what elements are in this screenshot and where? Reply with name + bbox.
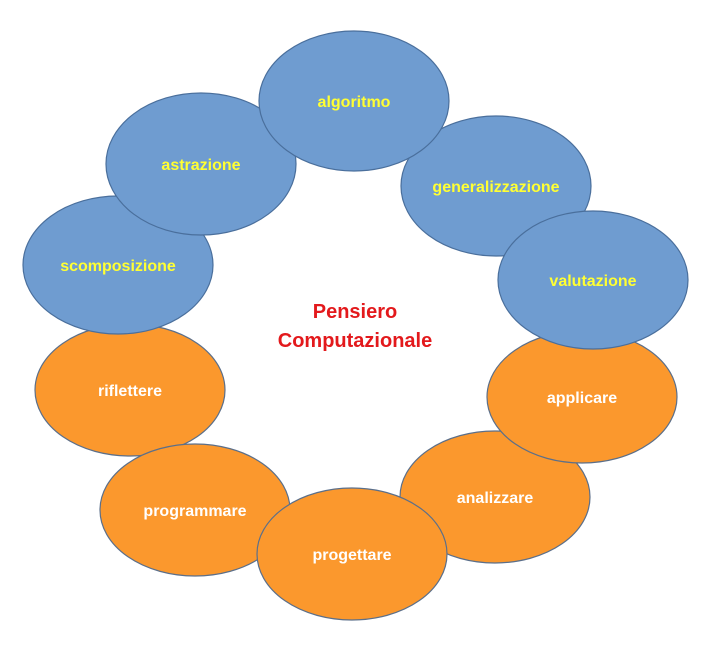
node-generalize-label: generalizzazione — [432, 179, 559, 196]
node-algorithm: algoritmo — [258, 30, 450, 172]
nodes-layer: riflettere programmare analizzare progettar… — [22, 30, 689, 621]
center-title-line-1: Pensiero — [313, 301, 397, 323]
node-program-label: programmare — [143, 503, 246, 520]
node-analyze-label: analizzare — [457, 490, 534, 507]
center-title-line-2: Computazionale — [278, 330, 432, 352]
node-design-ellipse — [256, 487, 448, 621]
node-evaluate-ellipse — [497, 210, 689, 350]
node-abstract-ellipse — [105, 92, 297, 236]
node-algorithm-ellipse — [258, 30, 450, 172]
node-evaluate: valutazione — [497, 210, 689, 350]
node-abstract: astrazione — [105, 92, 297, 236]
node-abstract-label: astrazione — [161, 157, 240, 174]
node-evaluate-label: valutazione — [549, 273, 636, 290]
node-apply: applicare — [486, 330, 678, 464]
node-algorithm-label: algoritmo — [318, 94, 391, 111]
node-design: progettare — [256, 487, 448, 621]
node-apply-label: applicare — [547, 390, 617, 407]
node-analyze: analizzare — [399, 430, 591, 564]
node-reflect: riflettere — [34, 323, 226, 457]
node-design-label: progettare — [312, 547, 391, 564]
node-decompose-label: scomposizione — [60, 258, 176, 275]
node-reflect-label: riflettere — [98, 383, 162, 400]
